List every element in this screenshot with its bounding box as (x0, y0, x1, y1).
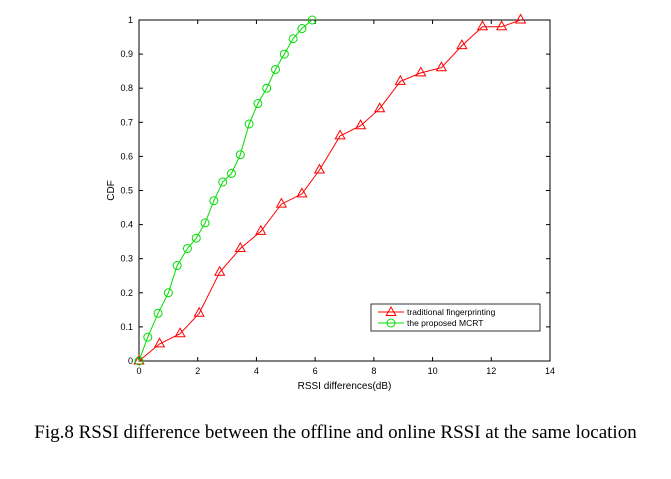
y-tick-label: 0.9 (120, 49, 133, 59)
axis-ticks: 0 2 4 6 8 10 12 14 0 0.1 0.2 0.3 0.4 0.5 0.6 0.7 0.8 0.9 1 (120, 15, 555, 376)
data-point-mcrt (262, 83, 272, 93)
y-tick-label: 0.7 (120, 117, 133, 127)
figure-caption: Fig.8 RSSI difference between the offlin… (34, 422, 637, 443)
data-point-mcrt (209, 196, 219, 206)
y-tick-label: 0.1 (120, 322, 133, 332)
data-point-traditional (255, 224, 267, 235)
data-point-mcrt (253, 99, 263, 109)
data-point-traditional (174, 327, 186, 338)
data-point-mcrt (134, 356, 144, 366)
data-point-traditional (153, 337, 166, 348)
y-tick-label: 0.3 (120, 254, 133, 264)
x-tick-label: 14 (545, 366, 555, 376)
series-line-mcrt (138, 19, 313, 362)
data-point-traditional (354, 119, 367, 130)
data-point-traditional (193, 306, 205, 317)
data-point-mcrt (143, 332, 153, 342)
data-point-traditional (415, 66, 427, 77)
x-tick-label: 4 (254, 366, 259, 376)
data-point-traditional (334, 129, 346, 140)
data-point-traditional (313, 163, 326, 174)
legend: traditional fingerprinting the proposed … (370, 303, 541, 332)
y-tick-label: 0 (128, 356, 133, 366)
x-tick-label: 6 (313, 366, 318, 376)
data-point-traditional (456, 39, 468, 50)
data-point-mcrt (200, 218, 210, 228)
data-point-traditional (476, 20, 489, 31)
data-point-traditional (495, 20, 508, 31)
data-point-mcrt (191, 233, 201, 243)
data-point-mcrt (297, 24, 307, 34)
y-tick-label: 0.6 (120, 151, 133, 161)
data-point-traditional (394, 74, 406, 85)
x-tick-label: 10 (428, 366, 438, 376)
data-point-traditional (374, 102, 386, 113)
x-tick-label: 12 (486, 366, 496, 376)
legend-triangle-marker (385, 305, 397, 316)
data-point-mcrt (288, 34, 298, 44)
y-tick-label: 1 (128, 15, 133, 25)
series-line-traditional (138, 19, 521, 362)
data-point-traditional (296, 187, 308, 198)
y-tick-label: 0.2 (120, 288, 133, 298)
data-point-traditional (435, 61, 448, 72)
data-point-mcrt (182, 243, 192, 253)
data-point-traditional (514, 13, 527, 24)
data-point-traditional (234, 241, 246, 252)
data-point-mcrt (235, 150, 245, 160)
y-axis-label: CDF (106, 180, 117, 201)
data-point-mcrt (172, 261, 182, 271)
data-point-traditional (214, 265, 226, 276)
legend-circle-marker (386, 318, 396, 328)
data-point-mcrt (218, 177, 228, 187)
x-axis-label: RSSI differences(dB) (298, 381, 392, 392)
cdf-chart: 0 2 4 6 8 10 12 14 0 0.1 0.2 0.3 0.4 0.5 0.6 0.7 0.8 0.9 1… (106, 13, 555, 392)
data-point-mcrt (153, 308, 163, 318)
y-tick-label: 0.8 (120, 83, 133, 93)
series-layer (133, 13, 527, 366)
x-tick-label: 0 (136, 366, 141, 376)
data-point-mcrt (226, 168, 236, 178)
legend-label-mcrt: the proposed MCRT (407, 318, 483, 328)
data-point-mcrt (244, 119, 254, 129)
data-point-mcrt (163, 288, 173, 298)
x-tick-label: 8 (371, 366, 376, 376)
legend-label-traditional: traditional fingerprinting (407, 307, 496, 317)
data-point-mcrt (271, 64, 281, 74)
y-tick-label: 0.4 (120, 220, 133, 230)
y-tick-label: 0.5 (120, 186, 133, 196)
data-point-mcrt (279, 49, 289, 59)
data-point-mcrt (307, 15, 317, 25)
x-tick-label: 2 (195, 366, 200, 376)
data-point-traditional (275, 197, 288, 208)
data-point-traditional (133, 354, 145, 365)
legend-box (370, 303, 541, 332)
